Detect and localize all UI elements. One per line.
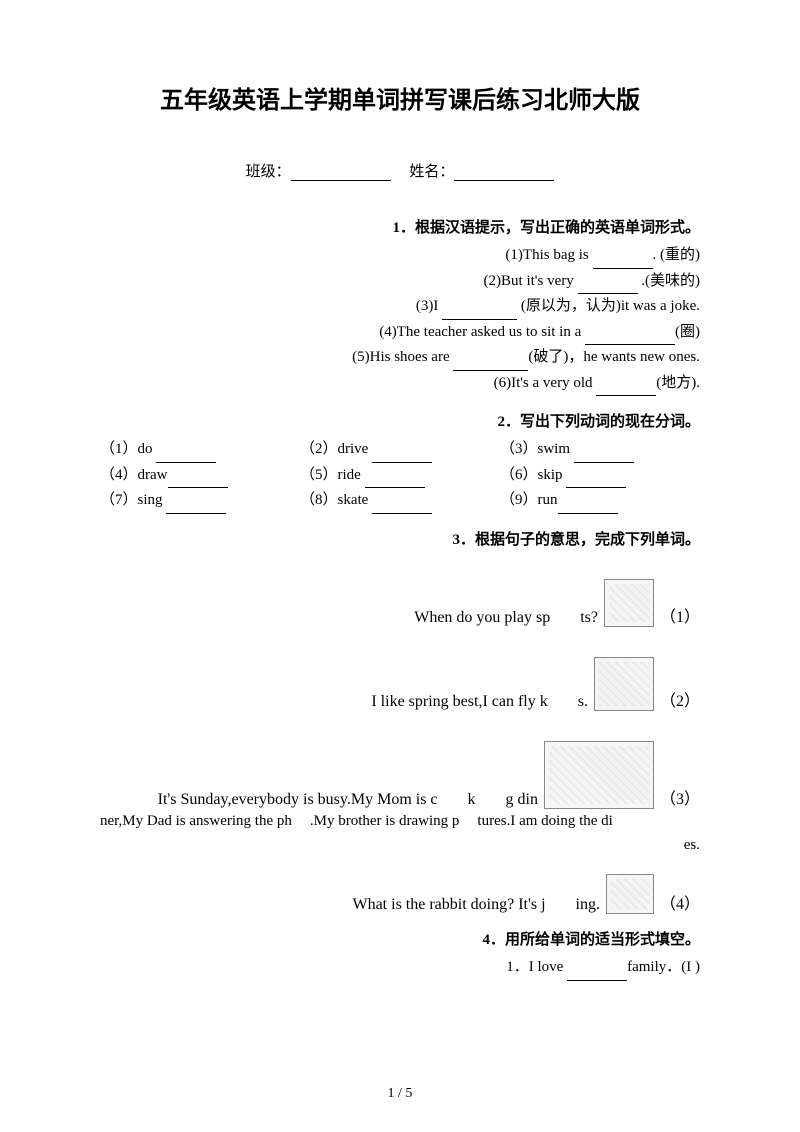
q1-6-prefix: (6)It's a very old [494, 375, 597, 391]
kite-image [594, 657, 654, 711]
q1-3-prefix: (3)I [416, 298, 442, 314]
q2-c2: （2）drive [300, 441, 372, 457]
q3-item-2: I like spring best,I can fly k s. （2） [100, 657, 700, 711]
class-name-fields: 班级： 姓名： [100, 160, 700, 181]
q1-item-6: (6)It's a very old (地方). [100, 371, 700, 397]
q3-2a: I like spring best,I can fly k [371, 693, 547, 711]
q1-3-blank[interactable] [442, 305, 517, 320]
q3-4a: What is the rabbit doing? It's j [352, 896, 545, 914]
class-label: 班级： [246, 164, 291, 180]
q3-2b: s. [578, 693, 588, 711]
page-number: 1 / 5 [0, 1086, 800, 1102]
q1-5-prefix: (5)His shoes are [352, 349, 453, 365]
q3-1-num: （1） [660, 603, 700, 627]
q1-4-prefix: (4)The teacher asked us to sit in a [379, 324, 585, 340]
q3-3f: tures.I am doing the di [477, 813, 612, 829]
q1-item-1: (1)This bag is . (重的) [100, 243, 700, 269]
q4-1b: family．(I ) [627, 959, 700, 975]
section-3-header: 3．根据句子的意思，完成下列单词。 [100, 528, 700, 549]
q2-b3[interactable] [574, 448, 634, 463]
q2-c1: （1）do [100, 441, 156, 457]
q2-b7[interactable] [166, 499, 226, 514]
q1-6-blank[interactable] [596, 381, 656, 396]
q3-3g: es. [684, 837, 700, 853]
q3-4b: ing. [576, 896, 600, 914]
q1-4-blank[interactable] [585, 330, 675, 345]
q2-b6[interactable] [566, 473, 626, 488]
q2-c4: （4）draw [100, 467, 168, 483]
q2-c7: （7）sing [100, 492, 166, 508]
q3-3-num: （3） [660, 785, 700, 809]
q1-1-suffix: . (重的) [653, 247, 701, 263]
q2-c9: （9）run [500, 492, 558, 508]
q2-c8: （8）skate [300, 492, 372, 508]
q3-3c: g din [506, 791, 538, 809]
q2-b8[interactable] [372, 499, 432, 514]
class-blank[interactable] [291, 166, 391, 181]
q3-item-4: What is the rabbit doing? It's j ing. （4） [100, 874, 700, 914]
q1-item-3: (3)I (原以为，认为)it was a joke. [100, 294, 700, 320]
section-1-header: 1．根据汉语提示，写出正确的英语单词形式。 [100, 216, 700, 237]
q3-3e: .My brother is drawing p [310, 813, 460, 829]
q2-c6: （6）skip [500, 467, 566, 483]
q2-b4[interactable] [168, 473, 228, 488]
document-title: 五年级英语上学期单词拼写课后练习北师大版 [100, 80, 700, 115]
q2-b9[interactable] [558, 499, 618, 514]
q1-6-suffix: (地方). [656, 375, 700, 391]
q1-2-prefix: (2)But it's very [484, 273, 578, 289]
section-2-grid: （1）do （2）drive （3）swim （4）draw （5）ride （… [100, 437, 700, 514]
section-2-header: 2．写出下列动词的现在分词。 [100, 410, 700, 431]
q3-item-3: It's Sunday,everybody is busy.My Mom is … [100, 741, 700, 859]
q2-b1[interactable] [156, 448, 216, 463]
q1-2-suffix: .(美味的) [638, 273, 701, 289]
name-blank[interactable] [454, 166, 554, 181]
q4-1a: 1．I love [506, 959, 567, 975]
q1-4-suffix: (圈) [675, 324, 700, 340]
q2-b2[interactable] [372, 448, 432, 463]
q3-2-num: （2） [660, 687, 700, 711]
q4-1-blank[interactable] [567, 966, 627, 981]
q1-5-blank[interactable] [453, 356, 528, 371]
q1-item-2: (2)But it's very .(美味的) [100, 269, 700, 295]
q2-b5[interactable] [365, 473, 425, 488]
q4-item-1: 1．I love family．(I ) [100, 955, 700, 981]
section-4-header: 4．用所给单词的适当形式填空。 [100, 928, 700, 949]
q3-item-1: When do you play sp ts? （1） [100, 579, 700, 627]
q1-item-4: (4)The teacher asked us to sit in a (圈) [100, 320, 700, 346]
q3-3a: It's Sunday,everybody is busy.My Mom is … [158, 791, 438, 809]
soccer-image [604, 579, 654, 627]
q3-1b: ts? [580, 609, 598, 627]
q3-1a: When do you play sp [414, 609, 550, 627]
q1-3-suffix: (原以为，认为)it was a joke. [517, 298, 700, 314]
q1-1-blank[interactable] [593, 254, 653, 269]
rabbit-image [606, 874, 654, 914]
name-label: 姓名： [409, 164, 454, 180]
q3-4-num: （4） [660, 890, 700, 914]
q2-c5: （5）ride [300, 467, 365, 483]
q2-c3: （3）swim [500, 441, 574, 457]
q1-1-prefix: (1)This bag is [505, 247, 592, 263]
q1-item-5: (5)His shoes are (破了)，he wants new ones. [100, 345, 700, 371]
q1-5-suffix: (破了)，he wants new ones. [528, 349, 700, 365]
q3-3b: k [468, 791, 476, 809]
q3-3d: ner,My Dad is answering the ph [100, 813, 292, 829]
house-image [544, 741, 654, 809]
q1-2-blank[interactable] [578, 279, 638, 294]
